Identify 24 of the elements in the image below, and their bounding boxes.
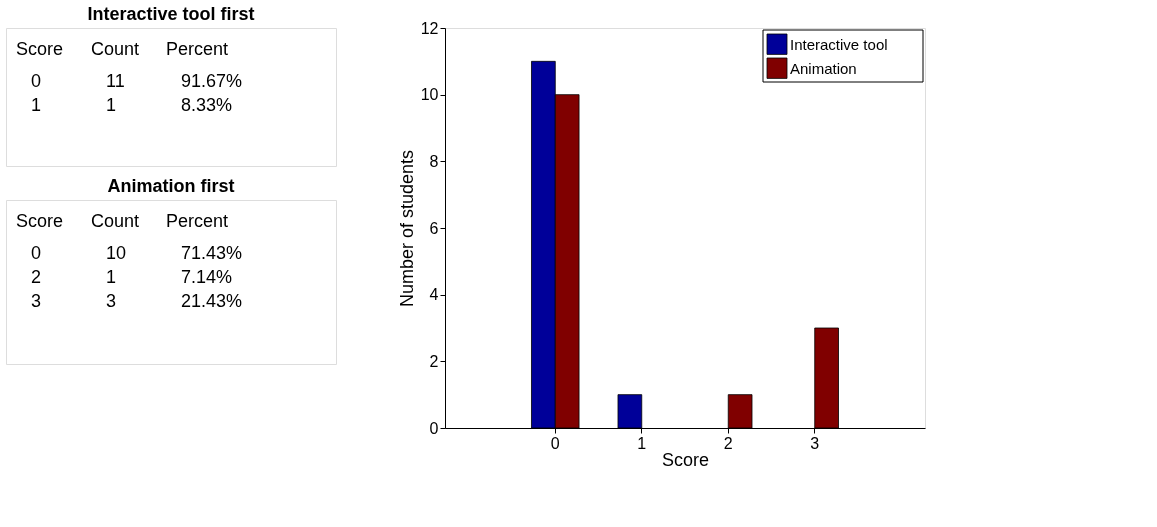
text: Interactive tool first <box>87 4 255 24</box>
y-axis-title: Number of students <box>396 149 417 308</box>
legend-label: Animation <box>790 59 857 77</box>
y-tick-label: 8 <box>429 152 439 170</box>
x-axis-title: Score <box>661 449 710 470</box>
y-tick-label: 2 <box>429 352 439 370</box>
text: 2 1 7.14% <box>31 267 233 287</box>
text: 0 10 71.43% <box>31 243 243 263</box>
text: 1 1 8.33% <box>31 95 233 115</box>
text: 0 11 91.67% <box>31 71 243 91</box>
text: Score Count Percent <box>16 39 229 59</box>
text: 3 3 21.43% <box>31 291 243 311</box>
x-tick-label: 0 <box>550 434 560 452</box>
legend-label: Interactive tool <box>790 35 888 53</box>
y-tick-label: 12 <box>420 19 439 37</box>
x-tick-label: 3 <box>810 434 820 452</box>
y-tick-label: 6 <box>429 219 439 237</box>
text: Animation first <box>107 176 235 196</box>
x-tick-label: 2 <box>723 434 733 452</box>
x-tick-label: 1 <box>637 434 647 452</box>
y-tick-label: 0 <box>429 419 439 437</box>
text: Score Count Percent <box>16 211 229 231</box>
y-tick-label: 4 <box>429 286 439 304</box>
y-tick-label: 10 <box>420 86 439 104</box>
